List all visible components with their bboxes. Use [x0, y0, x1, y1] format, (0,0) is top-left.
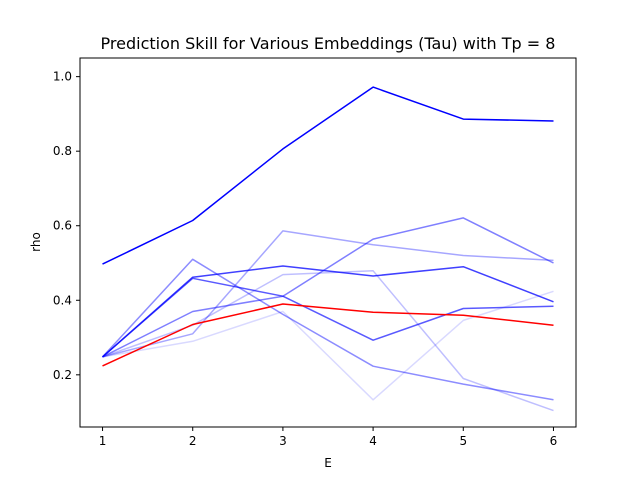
chart-title: Prediction Skill for Various Embeddings … [101, 34, 556, 53]
x-tick-label: 3 [279, 434, 287, 448]
series-line-blue-7 [102, 290, 554, 401]
series-line-blue-0 [102, 86, 554, 265]
y-tick-label: 0.4 [53, 293, 72, 307]
y-tick-label: 1.0 [53, 70, 72, 84]
series-line-blue-3 [102, 217, 554, 358]
x-tick-label: 5 [459, 434, 467, 448]
y-tick-label: 0.2 [53, 368, 72, 382]
x-tick-label: 4 [369, 434, 377, 448]
series-line-blue-5 [102, 230, 554, 358]
x-tick-label: 1 [99, 434, 107, 448]
y-axis: 0.2 0.4 0.6 0.8 1.0 [53, 70, 80, 382]
x-tick-label: 6 [550, 434, 558, 448]
x-axis: 1 2 3 4 5 6 [99, 427, 558, 448]
series-line-red-8 [102, 303, 554, 367]
y-tick-label: 0.6 [53, 219, 72, 233]
series-layer [101, 86, 554, 412]
series-line-blue-4 [101, 258, 554, 401]
series-line-blue-6 [102, 270, 554, 412]
x-tick-label: 2 [189, 434, 197, 448]
plot-area [80, 58, 576, 427]
y-axis-label: rho [29, 232, 43, 252]
x-axis-label: E [324, 456, 332, 470]
y-tick-label: 0.8 [53, 144, 72, 158]
series-line-blue-1 [102, 265, 554, 358]
plot-frame [79, 57, 577, 428]
